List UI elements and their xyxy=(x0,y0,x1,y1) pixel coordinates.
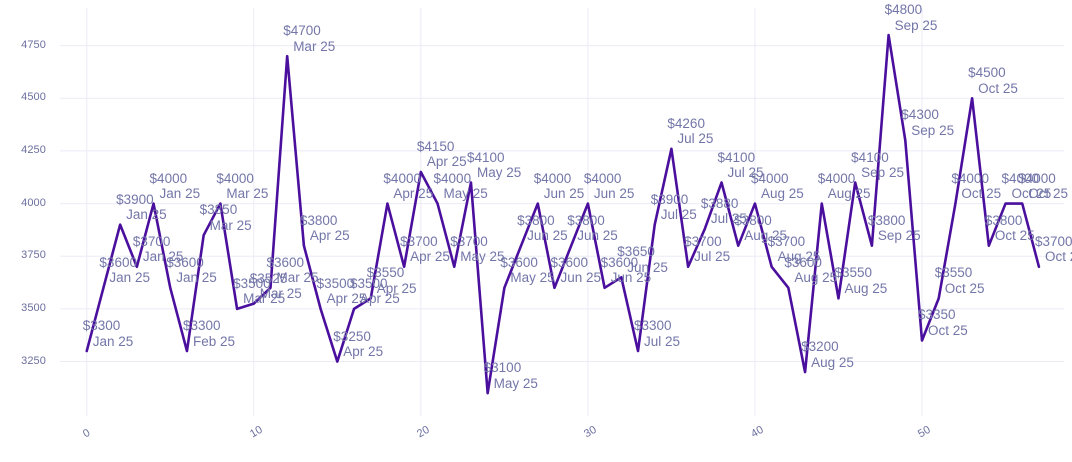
y-axis-tick: 4250 xyxy=(21,143,46,156)
y-axis-tick: 3750 xyxy=(21,249,46,262)
data-series-line xyxy=(85,33,1041,395)
horizontal-gridlines xyxy=(60,45,1064,363)
vertical-gridlines xyxy=(86,8,923,416)
y-axis-tick: 3250 xyxy=(21,354,46,367)
y-axis-tick: 4500 xyxy=(21,91,46,104)
y-axis-tick: 4750 xyxy=(21,38,46,51)
y-axis-tick: 4000 xyxy=(21,196,46,209)
y-axis-tick: 3500 xyxy=(21,301,46,314)
